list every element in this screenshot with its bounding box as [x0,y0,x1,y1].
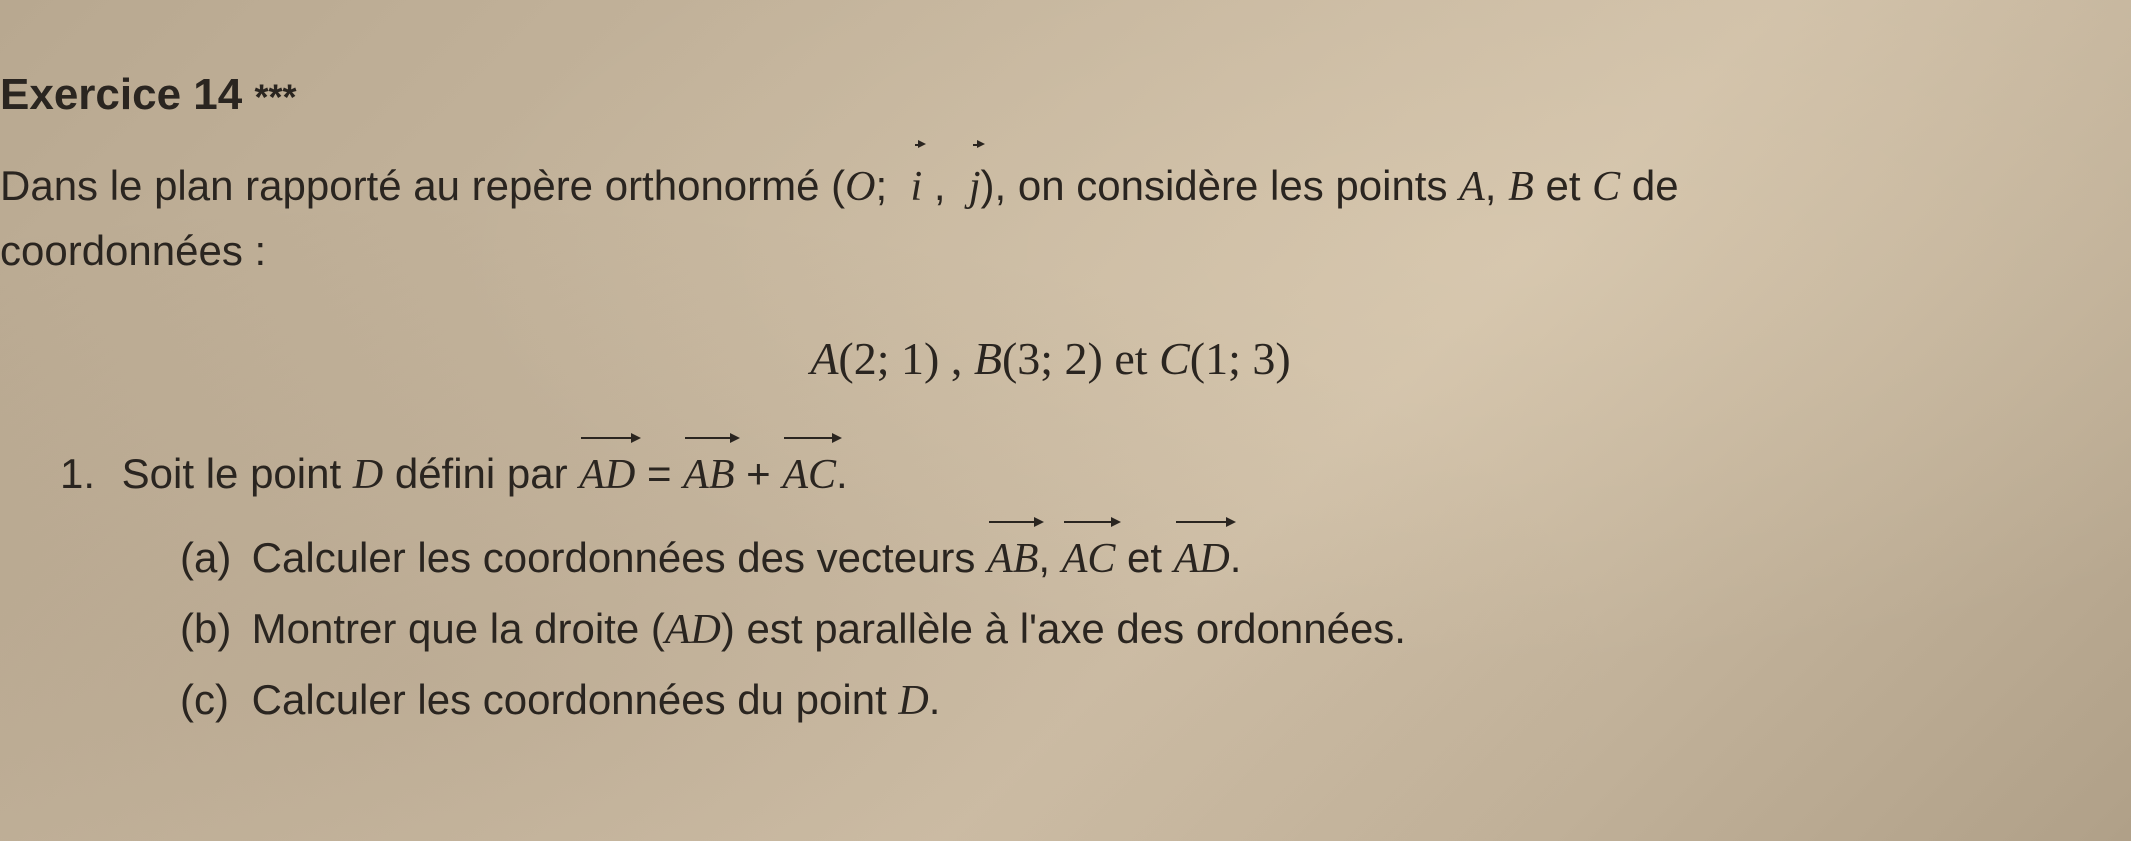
vector-AB: AB [683,445,734,499]
q1b-AD: AD [665,607,721,653]
C-coords: (1; 3) [1190,333,1291,384]
q1-eq: = [635,450,683,497]
q1-text1: Soit le point [122,450,353,497]
title-prefix: Exercice [0,70,181,119]
q1-number: 1. [60,450,110,498]
question-1c: (c) Calculer les coordonnées du point D. [180,676,2101,725]
q1a-vec-AB: AB [987,529,1038,583]
q1-text2: défini par [383,450,579,497]
question-1b: (b) Montrer que la droite (AD) est paral… [180,605,2101,654]
intro-part2: ), on considère les points [981,162,1460,209]
q1-D: D [353,452,383,498]
A-label: A [810,333,838,384]
C-label: C [1159,333,1190,384]
sep1: , [939,333,974,384]
q1a-vec-AD: AD [1174,529,1230,583]
points-coordinates: A(2; 1) , B(3; 2) et C(1; 3) [0,332,2101,385]
point-B: B [1508,164,1534,210]
q1-period: . [836,450,848,497]
question-1: 1. Soit le point D défini par AD = AB + … [60,445,2101,499]
difficulty-stars: *** [254,76,296,117]
title-number: 14 [193,70,242,119]
q1b-text2: ) est parallèle à l'axe des ordonnées. [721,605,1406,652]
point-A: A [1459,164,1485,210]
q1-plus: + [734,450,782,497]
q1a-and: et [1115,534,1173,581]
B-label: B [974,333,1002,384]
points-and: et [1103,333,1159,384]
vector-j: j [969,150,981,219]
q1c-text1: Calculer les coordonnées du point [252,676,899,723]
intro-line2: coordonnées : [0,227,266,274]
q1b-label: (b) [180,605,240,653]
q1c-D: D [898,678,928,724]
q1a-label: (a) [180,534,240,582]
intro-paragraph: Dans le plan rapporté au repère orthonor… [0,150,2101,282]
question-1a: (a) Calculer les coordonnées des vecteur… [180,529,2101,583]
q1c-period: . [929,676,941,723]
point-C: C [1592,164,1620,210]
q1a-period: . [1230,534,1242,581]
intro-and: et [1534,162,1592,209]
vector-i: i [911,150,923,219]
intro-end: de [1620,162,1678,209]
vector-AC: AC [782,445,836,499]
q1a-vec-AC: AC [1062,529,1116,583]
origin-O: O [845,164,875,210]
intro-part1: Dans le plan rapporté au repère orthonor… [0,162,845,209]
exercise-title: Exercice 14 *** [0,70,2101,120]
q1a-text: Calculer les coordonnées des vecteurs [252,534,987,581]
vector-AD: AD [579,445,635,499]
q1a-sep1: , [1038,534,1061,581]
q1c-label: (c) [180,676,240,724]
A-coords: (2; 1) [838,333,939,384]
q1b-text1: Montrer que la droite ( [252,605,665,652]
B-coords: (3; 2) [1002,333,1103,384]
